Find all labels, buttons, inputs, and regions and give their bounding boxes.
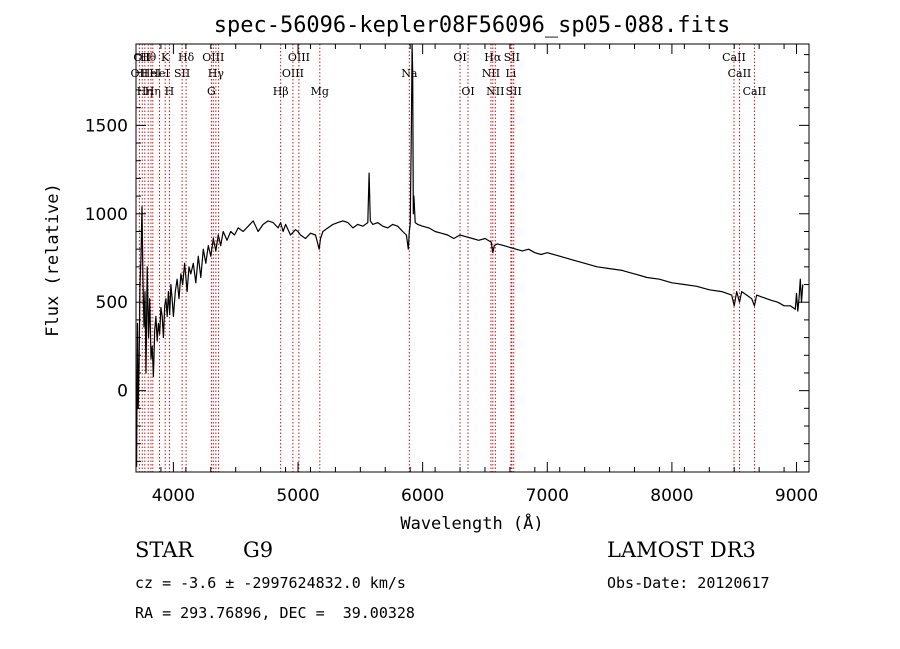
line-marker-label: SII (506, 85, 522, 98)
obs-date: Obs-Date: 20120617 (607, 574, 770, 592)
line-marker-label: Hβ (273, 85, 289, 98)
line-marker-label: NII (486, 85, 504, 98)
line-marker-label: OIII (288, 51, 310, 64)
y-tick-label: 0 (117, 382, 128, 402)
y-axis-label: Flux (relative) (43, 183, 63, 337)
line-marker-label: Hδ (178, 51, 195, 64)
line-marker-label: OIII (202, 51, 224, 64)
line-marker-label: SII (504, 51, 520, 64)
line-marker-label: Hη (145, 85, 161, 98)
line-marker-label: Na (401, 67, 418, 80)
x-tick-label: 9000 (775, 486, 818, 506)
line-marker-label: CaII (743, 85, 767, 98)
y-tick-label: 1000 (85, 205, 128, 225)
line-markers: OIIOIIHηHθHeIHηHeIKHSIIHδGOIIIHγHβOIIIOI… (131, 44, 767, 472)
line-marker-label: CaII (728, 67, 752, 80)
spectrum-line (136, 43, 804, 467)
line-marker-label: G (207, 85, 216, 98)
spectrum-chart: spec-56096-kepler08F56096_sp05-088.fits … (43, 13, 818, 534)
x-tick-label: 6000 (401, 486, 444, 506)
x-tick-label: 4000 (152, 486, 195, 506)
line-marker-label: OIII (282, 67, 304, 80)
line-marker-label: Hθ (140, 51, 157, 64)
line-marker-label: Hα (484, 51, 502, 64)
line-marker-label: HeI (149, 67, 169, 80)
line-marker-label: H (165, 85, 175, 98)
x-tick-label: 7000 (526, 486, 569, 506)
chart-title: spec-56096-kepler08F56096_sp05-088.fits (214, 13, 731, 38)
line-marker-label: CaII (722, 51, 746, 64)
y-tick-label: 1500 (85, 116, 128, 136)
redshift-info: cz = -3.6 ± -2997624832.0 km/s (135, 574, 406, 592)
axis-ticks: 4000 5000 6000 7000 8000 9000 0 500 1000 1500 (85, 44, 818, 506)
line-marker-label: Li (505, 67, 516, 80)
line-marker-label: Hγ (208, 67, 225, 80)
coordinates: RA = 293.76896, DEC = 39.00328 (135, 604, 415, 622)
line-marker-label: Hη (137, 85, 153, 98)
line-marker-label: OI (461, 85, 474, 98)
x-tick-label: 5000 (276, 486, 319, 506)
survey-name: LAMOST DR3 (607, 538, 756, 562)
line-marker-label: Mg (311, 85, 329, 98)
line-marker-label: NII (482, 67, 500, 80)
x-tick-label: 8000 (650, 486, 693, 506)
line-marker-label: OII (131, 67, 149, 80)
line-marker-label: HeI (141, 67, 161, 80)
y-tick-label: 500 (96, 293, 128, 313)
plot-frame (135, 43, 810, 473)
subclass: G9 (243, 538, 274, 562)
object-class: STAR (135, 538, 194, 562)
line-marker-label: SII (174, 67, 190, 80)
line-marker-label: OI (453, 51, 466, 64)
line-marker-label: K (161, 51, 170, 64)
x-axis-label: Wavelength (Å) (400, 512, 543, 534)
